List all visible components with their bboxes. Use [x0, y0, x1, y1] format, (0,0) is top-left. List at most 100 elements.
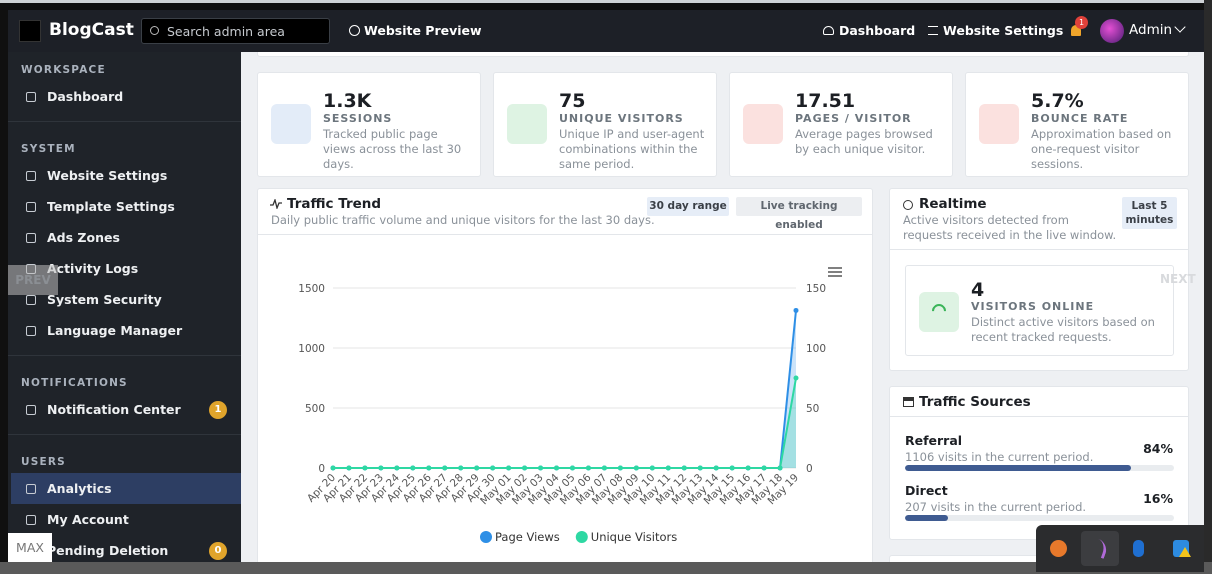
- stat-card: 5.7% BOUNCE RATE Approximation based on on…: [965, 72, 1189, 177]
- nav-item[interactable]: Dashboard: [8, 81, 241, 112]
- nav-item[interactable]: Template Settings: [8, 191, 241, 222]
- realtime-icon: [903, 200, 913, 210]
- realtime-description: Distinct active visitors based on recent…: [971, 315, 1155, 344]
- nav-item[interactable]: My Account: [8, 504, 241, 535]
- sources-icon: [903, 397, 914, 407]
- notification-badge: 1: [1075, 16, 1088, 29]
- user-name[interactable]: Admin: [1129, 22, 1173, 38]
- progress-track: [905, 465, 1174, 471]
- nav-label: Notification Center: [47, 402, 181, 417]
- nav-label: System Security: [47, 292, 162, 307]
- max-button[interactable]: MAX: [8, 533, 52, 562]
- legend-label: Page Views: [495, 530, 560, 544]
- card-subtitle: Active visitors detected from requests r…: [903, 213, 1117, 242]
- nav-link[interactable]: Website Settings: [943, 23, 1064, 38]
- nav-icon: [26, 202, 36, 212]
- point: [474, 465, 480, 471]
- point: [346, 465, 352, 471]
- point: [490, 465, 496, 471]
- nav-link[interactable]: Dashboard: [839, 23, 916, 38]
- globe-icon: [349, 25, 360, 36]
- nav-item[interactable]: Analytics: [11, 473, 241, 504]
- point: [649, 465, 655, 471]
- stat-label: BOUNCE RATE: [1031, 112, 1129, 125]
- bottom-edge: [0, 562, 1212, 574]
- y-tick-label: 1500: [298, 283, 325, 295]
- stat-label: SESSIONS: [323, 112, 393, 125]
- point: [554, 465, 560, 471]
- tray-icon[interactable]: [1173, 540, 1191, 557]
- nav-badge: 0: [209, 542, 227, 560]
- point: [729, 465, 735, 471]
- sidebar-section: NOTIFICATIONS Notification Center 1: [8, 356, 241, 435]
- stat-icon: [271, 104, 311, 144]
- line: [333, 310, 797, 469]
- sidebar: WORKSPACE Dashboard SYSTEM Website Settings…: [8, 52, 241, 562]
- nav-icon: [26, 171, 36, 181]
- card-title: Realtime: [919, 196, 987, 212]
- badge: Live tracking enabled: [736, 197, 862, 231]
- point: [713, 465, 719, 471]
- card-header: Traffic Trend Daily public traffic volum…: [258, 189, 872, 235]
- traffic-sources-card: Traffic Sources Referral 84% 1106 visits i…: [889, 386, 1189, 540]
- tray-icon[interactable]: [1133, 540, 1144, 557]
- nav-item[interactable]: Notification Center 1: [8, 394, 241, 425]
- point: [426, 465, 432, 471]
- point: [569, 465, 575, 471]
- stat-description: Unique IP and user-agent combinations wi…: [559, 127, 705, 171]
- avatar[interactable]: [1100, 19, 1124, 43]
- nav-icon: [26, 233, 36, 243]
- nav-item[interactable]: System Security: [8, 284, 241, 315]
- wifi-icon: [919, 292, 959, 332]
- point: [378, 465, 384, 471]
- y2-tick-label: 50: [806, 403, 819, 415]
- search-box[interactable]: Search admin area: [141, 18, 330, 44]
- tray-icon[interactable]: [1050, 540, 1067, 557]
- y2-tick-label: 150: [806, 283, 826, 295]
- traffic-trend-card: Traffic Trend Daily public traffic volum…: [257, 188, 873, 562]
- visitors-online-box: 4 VISITORS ONLINE Distinct active visito…: [905, 265, 1174, 356]
- bell-icon[interactable]: [1071, 25, 1081, 36]
- chevron: [1174, 21, 1186, 33]
- y2-tick-label: 0: [806, 463, 813, 475]
- brand[interactable]: BlogCast: [49, 20, 134, 40]
- trend-icon: [270, 199, 282, 209]
- sidebar-section: WORKSPACE Dashboard: [8, 52, 241, 122]
- next-button[interactable]: NEXT: [1160, 272, 1196, 286]
- point: [585, 465, 591, 471]
- top-edge: [0, 0, 1212, 3]
- nav-label: Template Settings: [47, 199, 175, 214]
- y2-tick-label: 100: [806, 343, 826, 355]
- legend-marker: [480, 531, 492, 543]
- stat-card: 17.51 PAGES / VISITOR Average pages browse…: [729, 72, 953, 177]
- stat-value: 1.3K: [323, 90, 372, 112]
- nav-icon: [26, 515, 36, 525]
- source-name: Referral: [905, 433, 963, 448]
- stat-value: 17.51: [795, 90, 856, 112]
- nav-item[interactable]: Ads Zones: [8, 222, 241, 253]
- progress-bar: [905, 515, 949, 521]
- section-title: USERS: [21, 456, 66, 468]
- logo: [19, 20, 41, 42]
- stat-description: Approximation based on one-request visit…: [1031, 127, 1172, 171]
- nav-label: Activity Logs: [47, 261, 139, 276]
- point: [506, 465, 512, 471]
- tray-icon[interactable]: [1081, 531, 1119, 566]
- realtime-value: 4: [971, 279, 985, 301]
- search-placeholder: Search admin area: [167, 24, 285, 39]
- nav-label: Dashboard: [47, 89, 124, 104]
- nav-item[interactable]: Website Settings: [8, 160, 241, 191]
- system-tray: [1036, 525, 1204, 572]
- preview-link[interactable]: Website Preview: [364, 23, 482, 38]
- stat-card: 75 UNIQUE VISITORS Unique IP and user-agen…: [493, 72, 717, 177]
- point: [362, 465, 368, 471]
- nav-item[interactable]: Language Manager: [8, 315, 241, 346]
- stat-icon: [743, 104, 783, 144]
- badge: Last 5 minutes: [1122, 197, 1177, 229]
- prev-button[interactable]: PREV: [8, 265, 58, 295]
- point: [442, 465, 448, 471]
- nav-label: My Account: [47, 512, 129, 527]
- chart-menu[interactable]: [828, 267, 842, 277]
- stat-value: 5.7%: [1031, 90, 1084, 112]
